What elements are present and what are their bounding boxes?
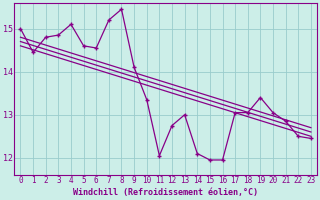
X-axis label: Windchill (Refroidissement éolien,°C): Windchill (Refroidissement éolien,°C)	[73, 188, 258, 197]
